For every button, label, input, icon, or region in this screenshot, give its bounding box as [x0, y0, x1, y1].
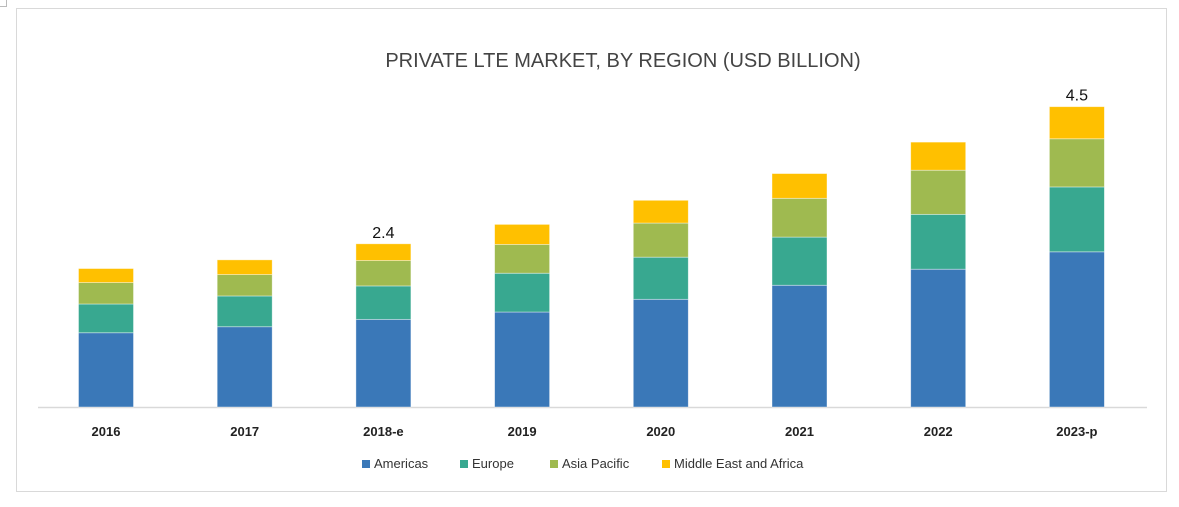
bars — [78, 106, 1105, 408]
bar-segment-middle-east-and-africa-2020 — [632, 199, 689, 224]
bar-segment-asia-pacific-2020 — [632, 222, 689, 258]
bar-segment-americas-2018-e — [355, 318, 412, 408]
legend-label: Middle East and Africa — [674, 456, 804, 471]
bar-segment-europe-2023-p — [1049, 186, 1105, 253]
x-tick-label: 2021 — [785, 424, 814, 439]
data-label: 2.4 — [372, 225, 394, 242]
bar-segment-asia-pacific-2017 — [216, 274, 273, 297]
bar-segment-europe-2018-e — [355, 285, 412, 320]
bar-segment-americas-2020 — [632, 298, 689, 408]
bar-segment-americas-2017 — [216, 326, 273, 408]
bar-segment-americas-2023-p — [1049, 251, 1105, 408]
bar-segment-europe-2016 — [78, 303, 134, 334]
bar-segment-europe-2019 — [494, 272, 551, 313]
bar-segment-americas-2021 — [771, 284, 828, 408]
bar-segment-middle-east-and-africa-2016 — [78, 268, 134, 283]
x-tick-label: 2019 — [508, 424, 537, 439]
legend-item: Asia Pacific — [550, 456, 630, 471]
x-tick-labels: 2016 2017 2018-e 2019 2020 2021 2022 2023-p — [92, 424, 1098, 439]
bar-segment-americas-2019 — [494, 311, 551, 408]
bar-segment-europe-2021 — [771, 236, 828, 286]
chart-area — [16, 8, 1167, 492]
x-tick-label: 2017 — [230, 424, 259, 439]
bar-segment-middle-east-and-africa-2017 — [216, 259, 273, 275]
chart-title: PRIVATE LTE MARKET, BY REGION (USD BILLI… — [385, 50, 860, 72]
bar-segment-americas-2016 — [78, 332, 134, 408]
bar-segment-asia-pacific-2018-e — [355, 260, 412, 287]
legend-swatch — [550, 460, 558, 468]
legend: Americas Europe Asia Pacific Middle East an… — [362, 456, 804, 471]
bar-segment-europe-2022 — [910, 213, 967, 270]
legend-item: Europe — [460, 456, 514, 471]
bar-segment-asia-pacific-2019 — [494, 244, 551, 274]
data-labels: 2.4 4.5 — [372, 88, 1088, 242]
bar-segment-europe-2017 — [216, 295, 273, 328]
legend-label: Asia Pacific — [562, 456, 630, 471]
window-corner — [0, 0, 7, 7]
data-label: 4.5 — [1066, 88, 1088, 105]
legend-swatch — [460, 460, 468, 468]
bar-segment-middle-east-and-africa-2018-e — [355, 243, 412, 261]
legend-label: Americas — [374, 456, 429, 471]
bar-segment-middle-east-and-africa-2021 — [771, 173, 828, 199]
bar-segment-middle-east-and-africa-2023-p — [1049, 106, 1105, 140]
bar-segment-europe-2020 — [632, 256, 689, 300]
x-tick-label: 2022 — [924, 424, 953, 439]
legend-label: Europe — [472, 456, 514, 471]
x-tick-label: 2016 — [92, 424, 121, 439]
legend-item: Middle East and Africa — [662, 456, 804, 471]
x-tick-label: 2023-p — [1056, 424, 1097, 439]
x-tick-label: 2018-e — [363, 424, 403, 439]
bar-segment-americas-2022 — [910, 268, 967, 408]
bar-segment-asia-pacific-2023-p — [1049, 138, 1105, 188]
legend-item: Americas — [362, 456, 429, 471]
bar-segment-asia-pacific-2022 — [910, 169, 967, 215]
legend-swatch — [662, 460, 670, 468]
bar-segment-middle-east-and-africa-2022 — [910, 141, 967, 171]
bar-segment-middle-east-and-africa-2019 — [494, 223, 551, 245]
bar-segment-asia-pacific-2016 — [78, 282, 134, 305]
x-tick-label: 2020 — [646, 424, 675, 439]
legend-swatch — [362, 460, 370, 468]
bar-segment-asia-pacific-2021 — [771, 197, 828, 238]
